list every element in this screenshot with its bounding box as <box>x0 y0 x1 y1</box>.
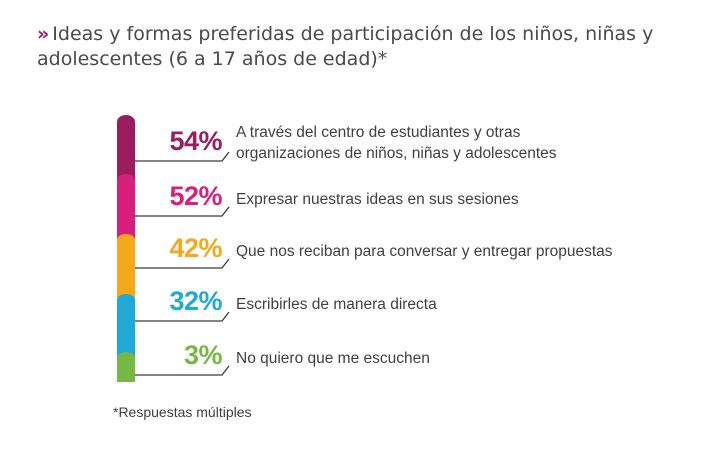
bar-segment-3 <box>117 240 135 300</box>
connector-line-3 <box>135 258 230 269</box>
value-label-5: 3% <box>183 340 223 370</box>
connector-line-5 <box>135 365 230 376</box>
bar-segment-5 <box>117 358 135 382</box>
bar-segment-cap-2 <box>117 174 135 186</box>
bar-segment-cap-5 <box>117 352 135 364</box>
connector-line-1 <box>135 151 230 162</box>
connector-line-4 <box>135 311 230 322</box>
category-label-4: Escribirles de manera directa <box>236 296 437 313</box>
bar-top-cap <box>117 115 135 129</box>
bar-segment-cap-4 <box>117 294 135 306</box>
bar-segments <box>117 115 135 382</box>
chart-title-text: Ideas y formas preferidas de participaci… <box>37 23 654 70</box>
category-label-2: Expresar nuestras ideas en sus sesiones <box>236 191 519 208</box>
category-label-5: No quiero que me escuchen <box>236 350 430 367</box>
value-label-1: 54% <box>169 126 222 156</box>
footnote: *Respuestas múltiples <box>113 404 252 420</box>
value-label-2: 52% <box>169 181 222 211</box>
value-label-3: 42% <box>169 233 222 263</box>
category-label-1: A través del centro de estudiantes y otr… <box>236 124 557 162</box>
bar-segment-1 <box>117 122 135 180</box>
category-label-3: Que nos reciban para conversar y entrega… <box>236 243 613 260</box>
value-label-4: 32% <box>169 286 222 316</box>
chart-title: » Ideas y formas preferidas de participac… <box>37 22 697 72</box>
bar-segment-2 <box>117 180 135 240</box>
connectors <box>135 151 230 376</box>
bar-segment-4 <box>117 300 135 358</box>
bar-segment-cap-3 <box>117 234 135 246</box>
connector-line-2 <box>135 206 230 217</box>
